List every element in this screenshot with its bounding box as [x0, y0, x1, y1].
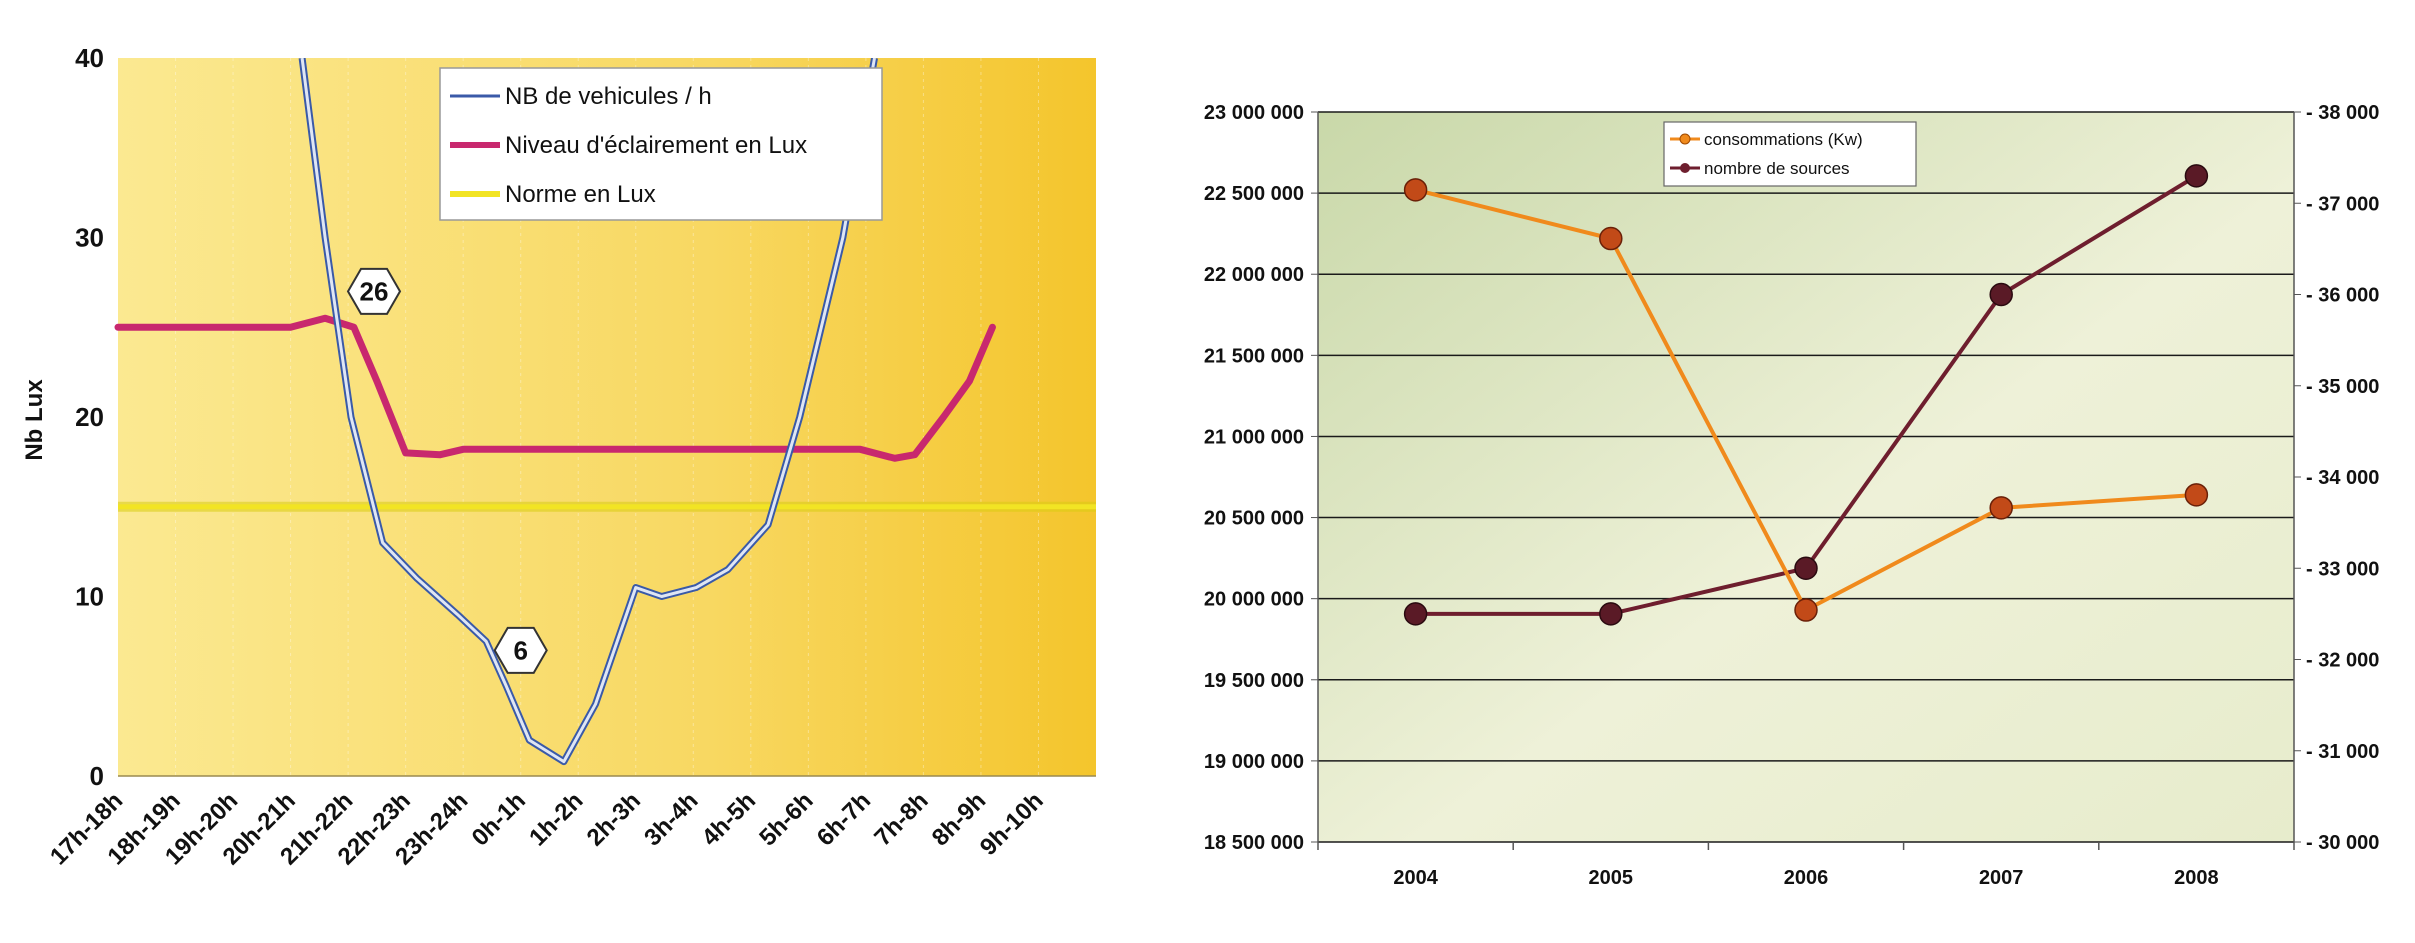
annotation-badge: [346, 267, 402, 315]
y-left-tick-label: 19 000 000: [1204, 751, 1304, 773]
y-right-tick-label: - 35 000: [2306, 376, 2379, 398]
x-tick-label: 0h-1h: [467, 787, 531, 851]
y-right-tick-label: - 38 000: [2306, 102, 2379, 124]
y-right-tick-label: - 31 000: [2306, 741, 2379, 763]
left-y-axis-label: Nb Lux: [21, 379, 48, 461]
y-left-tick-label: 21 000 000: [1204, 426, 1304, 448]
y-left-tick-label: 21 500 000: [1204, 345, 1304, 367]
vehicules-line: [298, 58, 878, 766]
eclairement-line: [114, 314, 996, 462]
y-right-tick-label: - 30 000: [2306, 832, 2379, 854]
x-tick-label: 9h-10h: [975, 787, 1049, 861]
y-right-tick-label: - 33 000: [2306, 558, 2379, 580]
y-right-tick-label: - 32 000: [2306, 650, 2379, 672]
sources-point: [2184, 164, 2209, 188]
y-left-tick-label: 18 500 000: [1204, 832, 1304, 854]
legend-eclairement: Niveau d'éclairement en Lux: [505, 132, 807, 159]
right-legend: consommations (Kw) nombre de sources: [1663, 121, 1917, 187]
consommations-point: [1989, 496, 2013, 520]
x-tick-label: 2008: [2174, 867, 2219, 889]
y-left-tick-label: 20 500 000: [1204, 508, 1304, 530]
consommations-point: [2184, 483, 2209, 507]
x-tick-label: 1h-2h: [524, 787, 588, 851]
x-tick-label: 2h-3h: [582, 787, 646, 851]
sources-point: [1794, 556, 1818, 580]
y-left-tick-label: 19 500 000: [1204, 670, 1304, 692]
y-right-tick-label: - 36 000: [2306, 285, 2379, 307]
x-tick-label: 2006: [1784, 867, 1829, 889]
legend-norme: Norme en Lux: [505, 181, 656, 208]
y-right-tick-label: - 37 000: [2306, 193, 2379, 215]
y-left-tick-label: 22 500 000: [1204, 183, 1304, 205]
x-tick-label: 3h-4h: [639, 787, 703, 851]
right-plot-area: [1318, 112, 2294, 842]
left-legend: NB de vehicules / h Niveau d'éclairement…: [439, 67, 883, 221]
y-tick-label: 40: [75, 43, 104, 73]
x-tick-label: 5h-6h: [754, 787, 818, 851]
y-tick-label: 10: [75, 582, 104, 612]
consommations-point: [1794, 598, 1818, 622]
x-tick-label: 7h-8h: [869, 787, 933, 851]
y-left-tick-label: 22 000 000: [1204, 264, 1304, 286]
y-right-tick-label: - 34 000: [2306, 467, 2379, 489]
y-tick-label: 30: [75, 223, 104, 253]
right-chart: 18 500 000 19 000 000 19 500 000 20 000 000…: [1204, 102, 2380, 889]
consommations-point: [1403, 178, 1428, 202]
consommations-point: [1599, 226, 1623, 251]
y-left-tick-label: 23 000 000: [1204, 102, 1304, 124]
sources-point: [1403, 602, 1428, 626]
legend-sources: nombre de sources: [1704, 159, 1850, 178]
annotation-label: 6: [513, 635, 527, 665]
legend-vehicules: NB de vehicules / h: [505, 83, 712, 110]
x-tick-label: 6h-7h: [812, 787, 876, 851]
x-tick-label: 2007: [1979, 867, 2024, 889]
y-tick-label: 0: [90, 761, 104, 791]
vehicules-line-inner: [300, 58, 876, 764]
sources-point: [1599, 602, 1623, 626]
y-left-tick-label: 20 000 000: [1204, 589, 1304, 611]
x-tick-label: 2005: [1589, 867, 1634, 889]
x-tick-label: 4h-5h: [697, 787, 761, 851]
x-tick-label: 2004: [1393, 867, 1438, 889]
sources-point: [1989, 282, 2013, 307]
legend-consommations: consommations (Kw): [1704, 130, 1863, 149]
annotation-badge: [493, 626, 548, 674]
annotation-label: 26: [360, 276, 389, 306]
y-tick-label: 20: [75, 402, 104, 432]
